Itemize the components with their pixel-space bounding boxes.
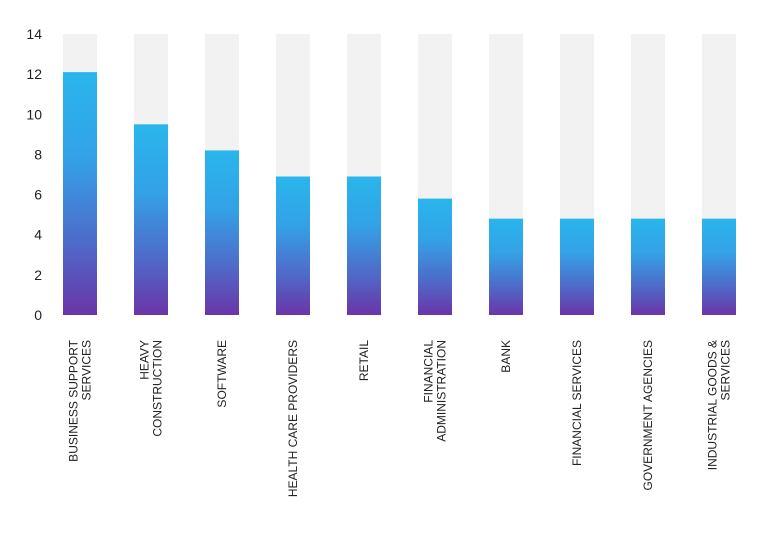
x-category-label-line: HEAVY <box>138 340 152 380</box>
x-category-label-line: ADMINISTRATION <box>435 340 449 442</box>
x-category-label-line: SOFTWARE <box>215 340 229 408</box>
bar <box>134 124 168 315</box>
bar <box>276 176 310 315</box>
x-category-label: INDUSTRIAL GOODS & SERVICES <box>706 340 733 470</box>
x-category-label-line: CONSTRUCTION <box>151 340 165 437</box>
x-category-label: FINANCIAL SERVICES <box>570 340 584 466</box>
bar <box>631 218 665 315</box>
y-tick-label: 14 <box>26 26 42 42</box>
x-category-label: FINANCIAL ADMINISTRATION <box>422 340 449 442</box>
y-tick-label: 6 <box>34 187 42 203</box>
x-category-label-line: RETAIL <box>357 340 371 381</box>
x-category-label: RETAIL <box>357 340 371 381</box>
y-tick-label: 2 <box>34 267 42 283</box>
x-category-label: HEAVY CONSTRUCTION <box>138 340 165 437</box>
x-category-label-line: BUSINESS SUPPORT <box>67 339 81 461</box>
bar <box>418 198 452 315</box>
bar <box>205 150 239 315</box>
x-category-label-line: INDUSTRIAL GOODS & <box>706 340 720 470</box>
x-category-label: HEALTH CARE PROVIDERS <box>286 340 300 497</box>
bar <box>347 176 381 315</box>
y-tick-label: 0 <box>34 307 42 323</box>
x-category-label-line: SERVICES <box>719 340 733 400</box>
x-category-label-line: FINANCIAL <box>422 340 436 403</box>
y-tick-label: 4 <box>34 227 42 243</box>
y-axis: 0 2 4 6 8 10 12 14 <box>26 26 42 323</box>
y-tick-label: 8 <box>34 146 42 162</box>
bar <box>702 218 736 315</box>
x-category-label-line: BANK <box>499 340 513 373</box>
x-category-label: SOFTWARE <box>215 340 229 408</box>
y-tick-label: 12 <box>26 66 42 82</box>
x-category-label-line: HEALTH CARE PROVIDERS <box>286 340 300 497</box>
x-category-label-line: GOVERNMENT AGENCIES <box>641 340 655 490</box>
x-category-label: BANK <box>499 340 513 373</box>
bars <box>63 72 736 315</box>
x-category-label: BUSINESS SUPPORT SERVICES <box>67 339 94 461</box>
x-axis: BUSINESS SUPPORT SERVICES HEAVY CONSTRUCTIO… <box>67 339 733 497</box>
bar <box>63 72 97 315</box>
y-tick-label: 10 <box>26 106 42 122</box>
x-category-label-line: SERVICES <box>80 340 94 400</box>
bar <box>489 218 523 315</box>
x-category-label-line: FINANCIAL SERVICES <box>570 340 584 466</box>
x-category-label: GOVERNMENT AGENCIES <box>641 340 655 490</box>
bar <box>560 218 594 315</box>
